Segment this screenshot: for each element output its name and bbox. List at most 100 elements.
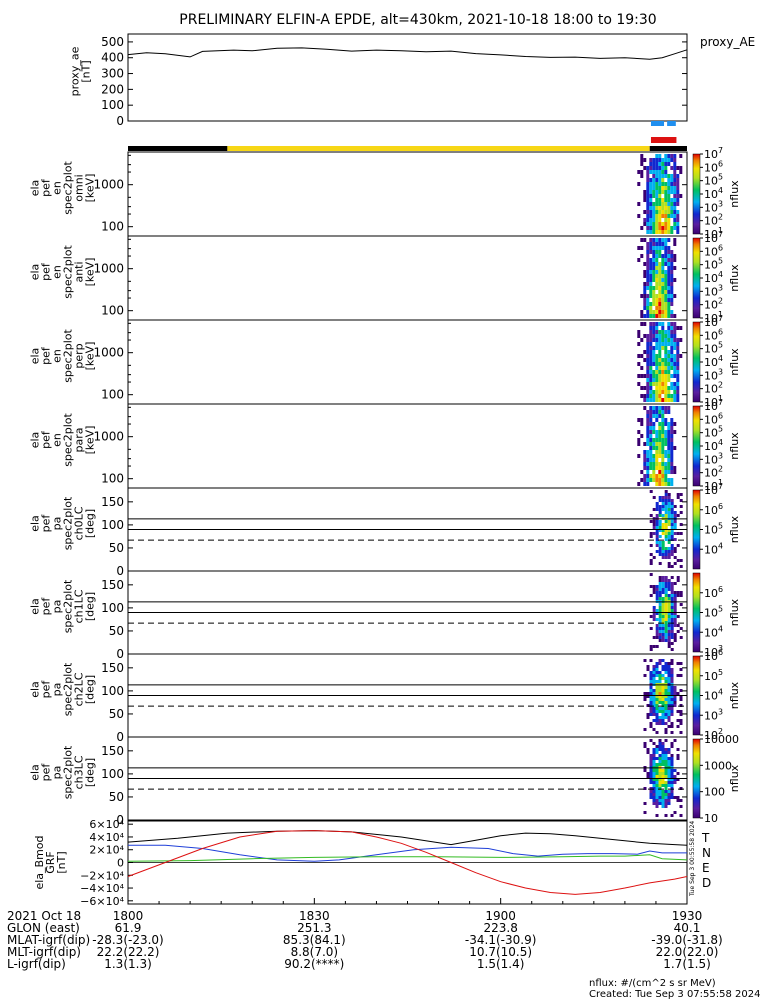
spec-cell [658,426,662,430]
spec-cell [658,624,662,627]
spec-cell [658,778,662,781]
spec-cell [652,772,656,775]
spec-cell [667,214,671,218]
spec-cell [646,254,650,258]
spec-ylabel-line: pef [40,430,53,449]
spec-ztick-label-exp: 6 [718,648,723,657]
spec-cell [673,624,677,627]
spec-cell [670,462,674,466]
spec-cell [655,346,659,350]
spec-cell [643,442,647,446]
spec-cell [667,458,671,462]
spec-cell [667,434,671,438]
spec-cell [664,418,668,422]
spec-cell [655,230,659,234]
spec-cell [655,298,659,302]
spec-cell [649,338,653,342]
spec-cell [658,266,662,270]
spec-cell [661,793,665,796]
spec-cell [649,378,653,382]
spec-cell [643,306,647,310]
spec-ylabel-line: en [51,181,64,195]
spec-cell [652,802,656,805]
spec-ztick-label: 104 [704,541,723,556]
spec-cell [661,772,665,775]
spec-cell [670,745,674,748]
spec-cell [652,254,656,258]
spec-cell [670,731,674,734]
spec-cell [637,354,641,358]
spec-cell [652,710,656,713]
spec-cell [664,374,668,378]
spec-cell [676,710,680,713]
spec-cell [670,154,674,158]
spec-panel-ela_pef_en_spec2plot_para: 1000100elapefenspec2plotpara[keV]1011021… [29,398,742,493]
spec-cell [673,523,677,526]
spec-cell [676,725,680,728]
spec-cell [649,178,653,182]
spec-cell [664,254,668,258]
spec-cell [667,529,671,532]
spec-cell [637,214,641,218]
spec-cell [676,719,680,722]
spec-cell [661,310,665,314]
spec-cell [655,154,659,158]
spec-cell [670,713,674,716]
spec-cell [667,446,671,450]
spec-cell [652,591,656,594]
spec-cell [676,493,680,496]
spec-cell [670,674,674,677]
spec-cell [676,748,680,751]
spec-cell [643,274,647,278]
spec-cell [667,362,671,366]
spec-cell [661,230,665,234]
spec-cell [646,194,650,198]
spec-cell [676,358,680,362]
spec-cell [676,190,680,194]
spec-cell [643,290,647,294]
spec-cell [655,478,659,482]
spec-cell [655,787,659,790]
spec-cell [673,170,677,174]
spec-cell [661,499,665,502]
spec-cell [640,418,644,422]
spec-cell [655,474,659,478]
spec-cell [643,692,647,695]
spec-ztick-label-exp: 4 [718,624,723,633]
spec-ztick-label-exp: 5 [718,522,723,531]
spec-cell [670,394,674,398]
spec-cell [649,350,653,354]
ae-ylabel: proxy_ae[nT] [69,46,93,96]
ae-line [127,47,688,60]
spec-cell [667,603,671,606]
spec-cell [670,701,674,704]
spec-cell [667,438,671,442]
spec-cell [655,430,659,434]
spec-ztick-label: 100 [704,786,725,799]
spec-cell [646,438,650,442]
spec-cell [649,659,653,662]
spec-cell [667,206,671,210]
spec-cell [658,760,662,763]
spec-cell [676,198,680,202]
spec-cell [652,523,656,526]
spec-cell [640,422,644,426]
spec-cell [658,322,662,326]
spec-cell [664,784,668,787]
spec-cell [646,366,650,370]
spec-cell [655,630,659,633]
spec-cell [658,582,662,585]
spec-ztick-label-exp: 3 [718,707,723,716]
spec-cell [661,186,665,190]
spec-cell [667,645,671,648]
bmod-ylabel-line: ela_Bmod [33,835,46,889]
spec-cell [658,615,662,618]
spec-cell [643,194,647,198]
spec-cell [661,290,665,294]
spec-zlabel: nflux [728,598,741,626]
spec-cell [670,757,674,760]
spec-cell [649,677,653,680]
spec-cell [649,262,653,266]
spec-cell [658,314,662,318]
